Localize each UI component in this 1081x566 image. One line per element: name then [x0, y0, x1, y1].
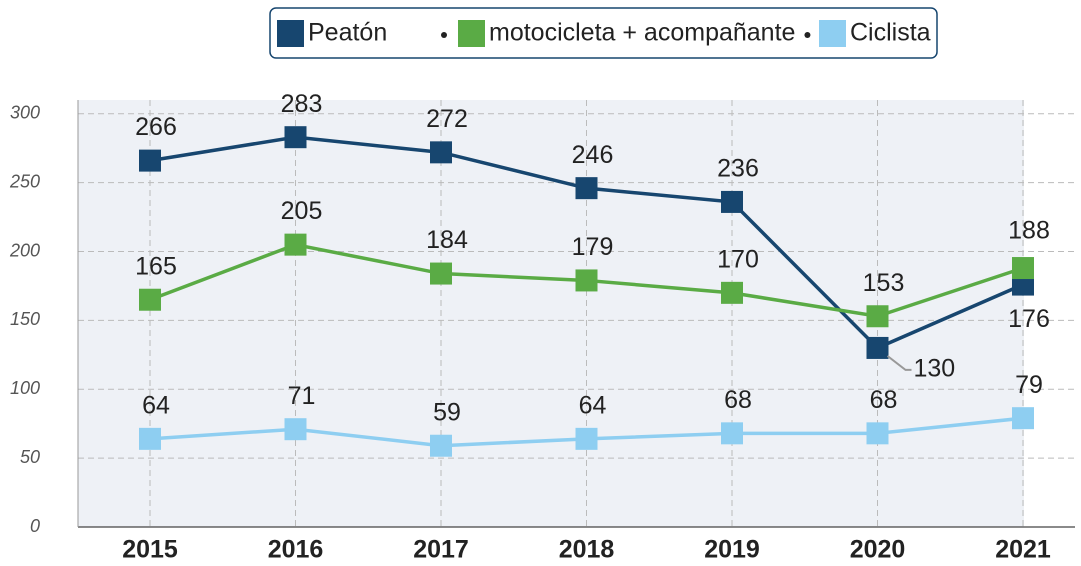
y-tick-label: 300	[10, 103, 40, 123]
y-tick-label: 50	[20, 447, 40, 467]
marker	[1012, 273, 1034, 296]
x-tick-label: 2021	[995, 536, 1051, 564]
data-label: 59	[433, 398, 461, 426]
marker	[575, 269, 598, 292]
legend-label: Ciclista	[850, 19, 931, 47]
data-label: 188	[1008, 217, 1050, 245]
data-label: 68	[724, 386, 752, 414]
x-tick-label: 2017	[413, 536, 469, 564]
legend-separator	[804, 32, 811, 38]
data-label: 176	[1008, 305, 1050, 333]
legend-separator	[441, 32, 447, 38]
legend: Peatón motocicleta + acompañante Ciclista	[277, 19, 931, 47]
x-tick-label: 2020	[850, 536, 906, 564]
data-label: 246	[572, 141, 614, 169]
y-tick-label: 0	[30, 516, 40, 536]
marker	[284, 418, 307, 441]
data-label: 266	[135, 113, 177, 141]
data-label: 283	[281, 90, 323, 118]
y-tick-label: 100	[10, 378, 40, 398]
data-label: 130	[914, 355, 956, 383]
marker	[575, 177, 598, 200]
data-label: 236	[717, 155, 759, 183]
data-label: 165	[135, 252, 177, 280]
marker	[1012, 407, 1034, 430]
legend-swatch	[819, 20, 846, 47]
data-label: 179	[572, 233, 614, 261]
data-label: 71	[288, 382, 316, 410]
marker	[139, 427, 161, 450]
data-label: 205	[281, 197, 323, 225]
marker	[866, 336, 889, 359]
legend-label: Peatón	[308, 19, 387, 47]
marker	[430, 141, 452, 164]
marker	[430, 434, 452, 457]
marker	[139, 288, 161, 311]
marker	[430, 262, 452, 285]
x-tick-label: 2019	[704, 536, 760, 564]
legend-label: motocicleta + acompañante	[489, 19, 795, 47]
marker	[721, 190, 743, 213]
marker	[866, 305, 889, 328]
marker	[575, 427, 598, 450]
data-label: 68	[870, 386, 898, 414]
data-label: 79	[1015, 371, 1043, 399]
marker	[721, 422, 743, 445]
data-label: 64	[579, 391, 607, 419]
data-label: 170	[717, 245, 759, 273]
y-tick-label: 250	[9, 171, 40, 191]
marker	[721, 281, 743, 304]
data-label: 184	[426, 226, 468, 254]
marker	[1012, 257, 1034, 280]
leader-line	[886, 355, 912, 371]
x-tick-label: 2018	[559, 536, 615, 564]
legend-swatch	[277, 20, 304, 47]
x-tick-label: 2016	[268, 536, 324, 564]
marker	[284, 126, 307, 149]
data-label: 272	[426, 105, 468, 133]
legend-swatch	[458, 20, 485, 47]
legend-box	[269, 7, 938, 59]
x-tick-label: 2015	[122, 536, 178, 564]
data-label: 153	[863, 269, 905, 297]
data-label: 64	[142, 391, 170, 419]
y-tick-label: 150	[10, 309, 40, 329]
marker	[284, 233, 307, 256]
marker	[866, 422, 889, 445]
y-tick-label: 200	[9, 240, 40, 260]
marker	[139, 149, 161, 172]
